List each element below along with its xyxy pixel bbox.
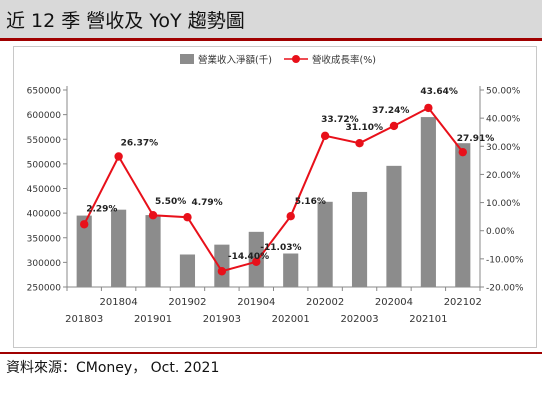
growth-line [80,103,467,276]
revenue-bar [317,201,333,287]
right-tick-label: 40.00% [486,115,521,125]
growth-point [217,267,227,276]
growth-point [355,138,364,148]
x-label-lower: 201903 [203,314,241,325]
growth-point [148,211,158,220]
growth-point [114,152,123,161]
growth-point [424,103,433,113]
x-label-upper: 201902 [168,297,206,308]
page-header: 近 12 季 營收及 YoY 趨勢圖 [0,0,542,38]
growth-point [320,131,330,141]
legend-label-revenue: 營業收入淨額(千) [198,54,272,66]
x-label-upper: 201904 [237,297,275,308]
x-label-lower: 202101 [409,314,447,325]
revenue-bar [283,253,299,287]
legend-label-growth: 營收成長率(%) [312,54,376,66]
x-label-lower: 201803 [65,314,103,325]
left-tick-label: 550000 [27,136,62,146]
chart-frame: 營業收入淨額(千) 營收成長率(%) 250000 300000 350000 400… [13,46,537,348]
growth-data-label: 5.16% [295,197,326,207]
x-label-lower: 201901 [134,314,172,325]
left-tick-label: 500000 [27,160,62,170]
page-title: 近 12 季 營收及 YoY 趨勢圖 [6,10,245,32]
left-tick-label: 300000 [27,259,62,269]
growth-line-path [83,106,464,273]
growth-data-label: 5.50% [155,197,186,207]
growth-data-label: 27.91% [457,134,495,144]
right-tick-label: 30.00% [486,143,521,153]
revenue-bar [76,215,92,287]
right-tick-label: -20.00% [486,284,524,294]
growth-point [183,213,192,222]
right-tick-label: 20.00% [486,171,521,181]
legend-bar-swatch [180,54,194,64]
x-label-upper: 201804 [100,297,138,308]
revenue-bar [420,117,436,288]
right-tick-label: -10.00% [486,255,524,265]
growth-data-label: 37.24% [372,106,410,116]
growth-data-label: -11.03% [260,243,301,253]
growth-data-label: 31.10% [346,123,384,133]
revenue-bar [386,165,402,287]
growth-data-label: 43.64% [420,87,458,97]
growth-point [286,211,295,221]
revenue-bar [179,254,196,287]
footer-rule [0,352,542,354]
revenue-bar [145,215,161,287]
growth-point [252,257,261,266]
x-label-upper: 202102 [444,297,482,308]
right-tick-label: 0.00% [486,227,515,237]
left-tick-label: 450000 [27,185,62,195]
chart-axes: 250000 300000 350000 400000 450000 500000 5500… [27,86,524,325]
left-tick-label: 650000 [27,87,62,97]
growth-data-label: -14.40% [228,252,269,262]
left-tick-label: 400000 [27,210,62,220]
x-label-lower: 202003 [340,314,378,325]
source-note: 資料來源：CMoney， Oct. 2021 [6,360,220,376]
growth-data-label: 2.29% [86,204,117,214]
growth-data-label: 26.37% [121,139,159,149]
growth-data-label: 4.79% [191,198,222,208]
left-tick-label: 600000 [27,111,62,121]
revenue-yoy-chart: 營業收入淨額(千) 營收成長率(%) 250000 300000 350000 400… [27,54,524,325]
x-label-upper: 202002 [306,297,344,308]
growth-point [80,220,89,229]
growth-data-label: 33.72% [321,115,359,125]
legend-line-marker [292,55,300,63]
x-label-lower: 202001 [272,314,310,325]
left-tick-label: 250000 [27,284,62,294]
revenue-bar [111,209,127,287]
growth-point [389,121,399,131]
right-tick-label: 50.00% [486,87,521,97]
revenue-bar [455,143,471,287]
left-tick-label: 350000 [27,234,62,244]
revenue-bar [214,244,230,287]
chart-legend: 營業收入淨額(千) 營收成長率(%) [180,54,376,66]
growth-point [458,147,467,157]
data-labels: 2.29% 26.37% 5.50% 4.79% -14.40%-11.03% 5.16%… [86,87,494,262]
right-tick-label: 10.00% [486,199,521,209]
revenue-bars [76,117,471,288]
revenue-bar [351,191,368,287]
header-rule [0,38,542,41]
x-label-upper: 202004 [375,297,413,308]
